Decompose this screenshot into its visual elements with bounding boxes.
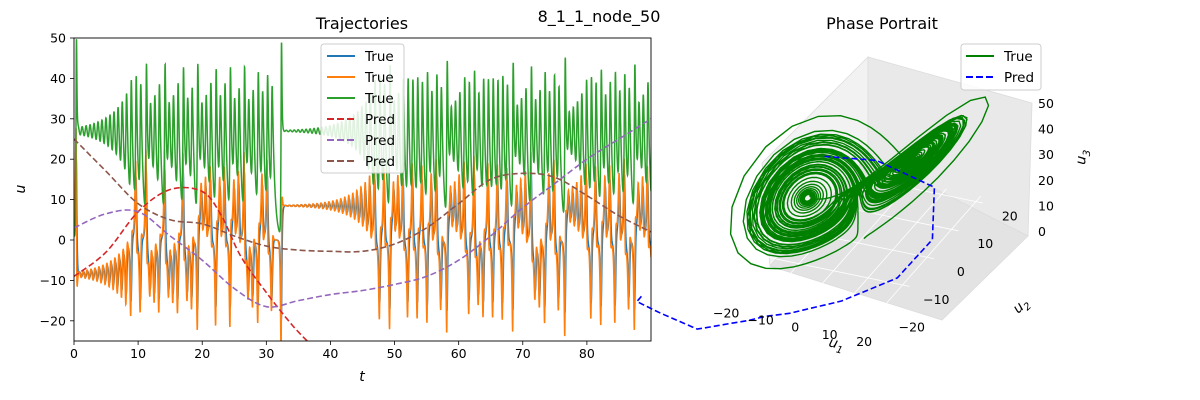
u2-tick-label: 20: [1002, 208, 1018, 223]
legend-label-phase-pred: Pred: [1004, 70, 1034, 86]
legend-label-pred-3: Pred: [365, 154, 395, 170]
left-xlabel: t: [359, 369, 365, 385]
x-tick-label: 80: [579, 346, 595, 361]
u3-tick-label: 30: [1038, 147, 1054, 162]
u3-tick-label: 50: [1038, 96, 1054, 111]
x-tick-label: 0: [70, 346, 78, 361]
x-tick-label: 30: [258, 346, 274, 361]
legend-label-phase-true: True: [1003, 49, 1033, 65]
u2-tick-label: 10: [977, 236, 993, 251]
u1-tick-label: −20: [713, 306, 739, 321]
x-tick-label: 60: [451, 346, 467, 361]
y-tick-label: 30: [50, 111, 66, 126]
grid-line: [733, 282, 885, 315]
legend-label-pred-2: Pred: [365, 133, 395, 149]
legend-label-pred-1: Pred: [365, 112, 395, 128]
u1-tick-label: 0: [791, 320, 799, 335]
phase-legend: True Pred: [960, 43, 1042, 91]
figure-title: 8_1_1_node_50: [538, 7, 661, 27]
x-tick-label: 10: [130, 346, 146, 361]
trajectories-legend: True True True Pred Pred Pred: [320, 43, 405, 174]
x-tick-label: 50: [387, 346, 403, 361]
grid-line: [757, 254, 910, 287]
right-chart-title: Phase Portrait: [826, 14, 938, 33]
y-tick-label: 40: [50, 71, 66, 86]
x-tick-label: 70: [515, 346, 531, 361]
legend-label-true-3: True: [364, 91, 394, 107]
series-true-2-line: [74, 128, 651, 341]
u2-tick-label: 0: [957, 264, 965, 279]
series-pred-1-line: [74, 186, 309, 341]
left-ticks: 0 10 20 30 40 50 60 70 80 −20 −10 0 10 20 30 40 50: [40, 31, 595, 362]
series-pred-3-line: [74, 138, 651, 253]
u3-tick-label: 0: [1038, 224, 1046, 239]
x-tick-label: 40: [322, 346, 338, 361]
u1-tick-label: 10: [822, 327, 838, 342]
trajectories-chart: Trajectories 0 10 20 30 40 50 60 70 80 −20 −10 0 10 2…: [13, 14, 652, 385]
u1-tick-label: −10: [748, 313, 774, 328]
phase-lines: [635, 96, 990, 330]
u1-tick-label: 20: [856, 334, 872, 349]
u2-tick-label: −20: [899, 320, 925, 335]
y-tick-label: 0: [58, 233, 66, 248]
y-tick-label: 20: [50, 152, 66, 167]
phase-ticks: −20 −10 0 10 20 −20 −10 0 10 20 0 10 20 30 40 50: [713, 96, 1054, 349]
phase-true-line: [729, 96, 990, 270]
u3-tick-label: 10: [1038, 198, 1054, 213]
axis-label-u2: u2: [1010, 295, 1034, 319]
y-tick-label: −10: [40, 273, 66, 288]
series-pred-2-line: [74, 118, 651, 308]
legend-label-true-2: True: [364, 70, 394, 86]
legend-label-true-1: True: [364, 49, 394, 65]
left-ylabel: u: [13, 184, 29, 193]
left-axes-frame: [73, 37, 652, 342]
axis-label-u3: u3: [1073, 149, 1093, 166]
y-tick-label: −20: [40, 313, 66, 328]
u3-tick-label: 20: [1038, 173, 1054, 188]
phase-pred-line: [635, 155, 936, 330]
x-tick-label: 20: [194, 346, 210, 361]
phase-portrait-chart: Phase Portrait −20 −10 0 10 20 −20 −10 0 10 20 0 10…: [635, 14, 1093, 357]
u2-tick-label: −10: [923, 292, 949, 307]
left-chart-title: Trajectories: [315, 14, 408, 33]
y-tick-label: 50: [50, 31, 66, 46]
u3-tick-label: 40: [1038, 122, 1054, 137]
y-tick-label: 10: [50, 192, 66, 207]
